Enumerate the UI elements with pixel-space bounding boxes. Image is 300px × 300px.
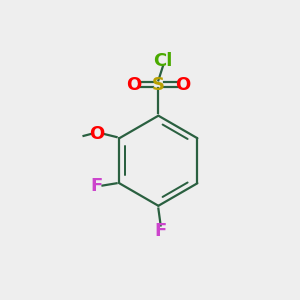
Text: O: O [89,124,105,142]
Text: O: O [176,76,191,94]
Text: Cl: Cl [153,52,173,70]
Text: F: F [154,222,167,240]
Text: O: O [126,76,141,94]
Text: S: S [152,76,165,94]
Text: F: F [90,177,103,195]
